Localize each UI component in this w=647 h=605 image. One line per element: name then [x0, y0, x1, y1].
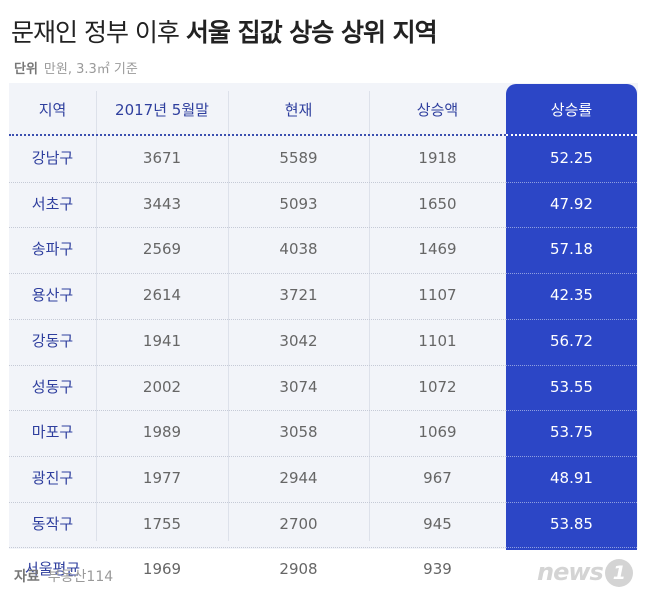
- highlight-column: [506, 84, 637, 550]
- row-divider-highlight: [506, 273, 637, 275]
- source-text: 부동산114: [47, 569, 114, 585]
- cell-current: 3042: [279, 331, 318, 350]
- column-separator: [96, 91, 97, 541]
- unit-text: 만원, 3.3㎡ 기준: [43, 62, 138, 77]
- row-divider-highlight: [506, 501, 637, 503]
- cell-increase: 1107: [418, 286, 457, 305]
- cell-increase: 945: [423, 514, 452, 533]
- cell-may2017: 3443: [142, 194, 182, 213]
- cell-current: 3074: [279, 377, 318, 396]
- cell-current: 4038: [279, 240, 318, 259]
- cell-rate: 47.92: [550, 194, 593, 213]
- cell-region: 광진구: [31, 468, 74, 487]
- cell-increase: 1069: [418, 423, 457, 442]
- cell-rate: 42.35: [550, 286, 593, 305]
- cell-rate: 48.91: [550, 468, 593, 487]
- row-divider-highlight: [506, 410, 637, 412]
- cell-may2017: 1989: [142, 423, 182, 442]
- row-divider: [9, 364, 506, 366]
- cell-current: 3721: [279, 286, 318, 305]
- column-header-current: 현재: [284, 101, 313, 119]
- row-divider-highlight: [506, 227, 637, 229]
- cell-rate: 57.18: [550, 240, 593, 259]
- cell-rate: 52.25: [550, 149, 593, 167]
- cell-rate: 47.69: [550, 560, 593, 579]
- cell-may2017: 2002: [142, 377, 182, 396]
- cell-increase: 1072: [418, 377, 457, 396]
- cell-current: 2908: [279, 560, 318, 579]
- cell-region: 서초구: [31, 194, 74, 213]
- cell-may2017: 2569: [142, 240, 182, 259]
- row-divider-highlight: [506, 364, 637, 366]
- unit-note: 단위 만원, 3.3㎡ 기준: [14, 58, 138, 77]
- news1-logo: news 1: [537, 558, 633, 587]
- column-header-may2017: 2017년 5월말: [115, 101, 209, 119]
- cell-current: 2700: [279, 514, 318, 533]
- row-divider-highlight: [506, 181, 637, 183]
- cell-may2017: 3671: [142, 149, 182, 167]
- cell-may2017: 1969: [142, 560, 182, 579]
- source-label: 자료: [14, 569, 40, 585]
- cell-region: 성동구: [31, 377, 74, 396]
- row-divider-highlight: [506, 547, 637, 549]
- source-note: 자료 부동산114: [14, 566, 113, 586]
- cell-increase: 1918: [418, 149, 457, 167]
- cell-current: 3058: [279, 423, 318, 442]
- chart-title: 문재인 정부 이후 서울 집값 상승 상위 지역: [11, 13, 438, 49]
- column-header-rate: 상승률: [550, 101, 593, 119]
- column-separator: [228, 91, 229, 541]
- row-divider-highlight: [506, 455, 637, 457]
- header-divider: [9, 134, 506, 136]
- cell-may2017: 1977: [142, 468, 182, 487]
- row-divider: [9, 547, 506, 549]
- cell-rate: 53.75: [550, 423, 593, 442]
- row-divider: [9, 410, 506, 412]
- row-divider: [9, 501, 506, 503]
- row-divider: [9, 318, 506, 320]
- cell-increase: 1469: [418, 240, 457, 259]
- cell-rate: 56.72: [550, 331, 593, 350]
- title-normal: 문재인 정부 이후: [11, 18, 180, 47]
- row-divider: [9, 455, 506, 457]
- title-bold: 서울 집값 상승 상위 지역: [185, 18, 438, 47]
- cell-current: 2944: [279, 468, 318, 487]
- column-separator: [369, 91, 370, 541]
- unit-label: 단위: [14, 62, 38, 77]
- cell-rate: 53.55: [550, 377, 593, 396]
- cell-region: 마포구: [31, 423, 74, 442]
- cell-rate: 53.85: [550, 514, 593, 533]
- cell-region: 강동구: [31, 331, 74, 350]
- logo-one: 1: [604, 559, 633, 587]
- cell-region: 동작구: [31, 514, 74, 533]
- cell-region: 서울평균: [24, 560, 81, 579]
- cell-current: 5589: [279, 149, 318, 167]
- cell-region: 송파구: [31, 240, 74, 259]
- cell-increase: 1650: [418, 194, 457, 213]
- row-divider: [9, 273, 506, 275]
- row-divider-highlight: [506, 318, 637, 320]
- row-divider: [9, 227, 506, 229]
- cell-current: 5093: [279, 194, 318, 213]
- column-header-region: 지역: [38, 101, 67, 119]
- cell-region: 용산구: [31, 286, 74, 305]
- row-divider: [9, 181, 506, 183]
- cell-may2017: 1941: [142, 331, 182, 350]
- cell-increase: 967: [423, 468, 452, 487]
- header-divider-highlight: [506, 134, 637, 136]
- column-header-increase: 상승액: [416, 101, 459, 119]
- cell-may2017: 1755: [142, 514, 182, 533]
- cell-region: 강남구: [31, 149, 74, 167]
- cell-increase: 939: [423, 560, 452, 579]
- logo-text: news: [537, 558, 604, 586]
- cell-may2017: 2614: [142, 286, 182, 305]
- cell-increase: 1101: [418, 331, 457, 350]
